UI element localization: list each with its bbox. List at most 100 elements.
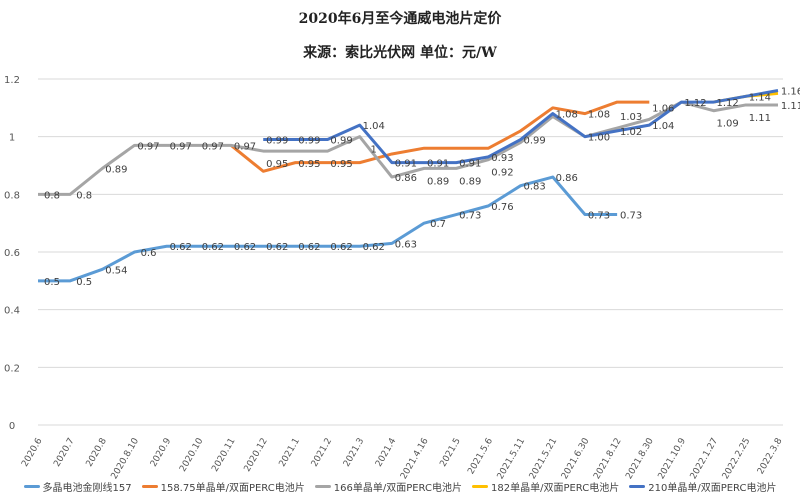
data-label: 0.63 xyxy=(395,239,417,250)
data-label: 0.62 xyxy=(170,242,192,253)
series-line-0 xyxy=(38,175,618,283)
x-tick-label: 2022.1.27 xyxy=(689,437,721,482)
data-label: 0.73 xyxy=(588,211,610,222)
data-label: 1.04 xyxy=(363,121,385,132)
data-label: 0.86 xyxy=(556,173,578,184)
data-label: 0.91 xyxy=(459,159,481,170)
data-label: 0.86 xyxy=(395,173,417,184)
x-tick-label: 2021.1 xyxy=(278,437,302,469)
legend-label: 210单晶单/双面PERC电池片 xyxy=(648,483,777,494)
data-label: 0.99 xyxy=(330,136,352,147)
data-label: 0.89 xyxy=(105,164,127,175)
legend-swatch xyxy=(23,485,40,488)
data-label: 0.91 xyxy=(427,159,449,170)
data-label: 0.93 xyxy=(491,153,513,164)
legend-item: 210单晶单/双面PERC电池片 xyxy=(629,479,776,494)
x-tick-label: 2020.11 xyxy=(210,437,237,474)
data-label: 0.97 xyxy=(234,141,256,152)
y-tick-label: 0 xyxy=(9,421,15,432)
x-tick-label: 2021.5.11 xyxy=(496,437,528,482)
data-label: 0.5 xyxy=(76,277,92,288)
data-label: 0.54 xyxy=(105,265,127,276)
x-tick-label: 2021.6.30 xyxy=(560,436,592,481)
legend-swatch xyxy=(314,485,331,488)
data-label: 0.8 xyxy=(76,190,92,201)
y-tick-label: 0.4 xyxy=(4,306,20,317)
data-label: 0.92 xyxy=(491,168,513,179)
x-tick-label: 2020.9 xyxy=(149,436,174,469)
data-label: 1.06 xyxy=(652,103,674,114)
legend-swatch xyxy=(629,485,646,488)
data-label: 0.91 xyxy=(395,159,417,170)
legend-swatch xyxy=(141,485,158,488)
legend-label: 多晶电池金刚线157 xyxy=(42,483,132,494)
data-label: 0.73 xyxy=(459,211,481,222)
data-label: 1.03 xyxy=(620,112,642,123)
data-label: 0.95 xyxy=(298,159,320,170)
data-label: 1.11 xyxy=(749,113,771,124)
x-tick-label: 2021.5 xyxy=(438,437,462,469)
data-label: 0.97 xyxy=(170,141,192,152)
series-line-2 xyxy=(38,100,778,196)
x-tick-label: 2021.5.6 xyxy=(466,436,495,476)
y-tick-label: 0.8 xyxy=(4,190,20,201)
x-tick-label: 2020.8.10 xyxy=(110,436,142,481)
data-label: 1.09 xyxy=(717,119,739,130)
x-tick-label: 2021.8.12 xyxy=(592,437,624,482)
chart-subtitle: 来源：索比光伏网 单位：元/W xyxy=(303,45,497,61)
data-label: 1.02 xyxy=(620,127,642,138)
y-tick-label: 1.2 xyxy=(4,75,20,86)
data-label: 1.04 xyxy=(652,121,674,132)
legend-item: 182单晶单/双面PERC电池片 xyxy=(471,479,619,494)
data-label: 0.95 xyxy=(266,159,288,170)
x-tick-label: 2020.7 xyxy=(52,437,76,469)
data-label: 0.99 xyxy=(266,136,288,147)
series-line-1 xyxy=(230,100,650,173)
legend-label: 166单晶单/双面PERC电池片 xyxy=(333,483,462,494)
data-label: 0.99 xyxy=(523,136,545,147)
legend: 多晶电池金刚线157 158.75单晶单/双面PERC电池片 166单晶单/双面PE… xyxy=(0,479,800,494)
x-tick-label: 2021.4.16 xyxy=(399,436,431,481)
data-label: 0.62 xyxy=(234,242,256,253)
data-label: 0.62 xyxy=(266,242,288,253)
data-label: 0.99 xyxy=(298,136,320,147)
data-label: 0.97 xyxy=(202,141,224,152)
data-label: 0.7 xyxy=(430,219,446,230)
data-label: 1.00 xyxy=(588,133,610,144)
data-label: 1.12 xyxy=(717,98,739,109)
data-label: 0.8 xyxy=(44,190,60,201)
data-label: 0.62 xyxy=(363,242,385,253)
data-label: 0.83 xyxy=(523,182,545,193)
data-label: 0.62 xyxy=(202,242,224,253)
data-label: 0.97 xyxy=(137,141,159,152)
data-label: 0.62 xyxy=(330,242,352,253)
x-tick-label: 2021.4 xyxy=(374,436,399,469)
legend-item: 158.75单晶单/双面PERC电池片 xyxy=(141,479,305,494)
data-label: 0.5 xyxy=(44,277,60,288)
x-tick-label: 2021.2 xyxy=(310,437,334,469)
y-tick-label: 0.6 xyxy=(4,248,20,259)
data-label: 1.16 xyxy=(781,87,800,98)
y-tick-label: 1 xyxy=(9,133,15,144)
x-tick-label: 2020.10 xyxy=(178,436,205,473)
data-label: 0.89 xyxy=(427,176,449,187)
data-label: 0.73 xyxy=(620,211,642,222)
x-tick-label: 2020.12 xyxy=(243,437,270,474)
data-label: 1.14 xyxy=(749,92,771,103)
legend-swatch xyxy=(471,485,488,488)
data-label: 0.6 xyxy=(141,248,157,259)
x-tick-label: 2021.5.21 xyxy=(528,437,560,482)
data-label: 1.12 xyxy=(684,98,706,109)
data-label: 1.08 xyxy=(556,110,578,121)
legend-item: 166单晶单/双面PERC电池片 xyxy=(314,479,462,494)
x-tick-label: 2021.10.9 xyxy=(657,436,689,481)
x-tick-label: 2022.2.25 xyxy=(721,437,753,482)
x-tick-label: 2021.3 xyxy=(342,437,366,469)
data-label: 1.11 xyxy=(781,101,800,112)
x-tick-label: 2022.3.8 xyxy=(756,436,785,476)
data-label: 0.95 xyxy=(330,159,352,170)
data-label: 1.08 xyxy=(588,110,610,121)
series-line-4 xyxy=(263,89,779,165)
